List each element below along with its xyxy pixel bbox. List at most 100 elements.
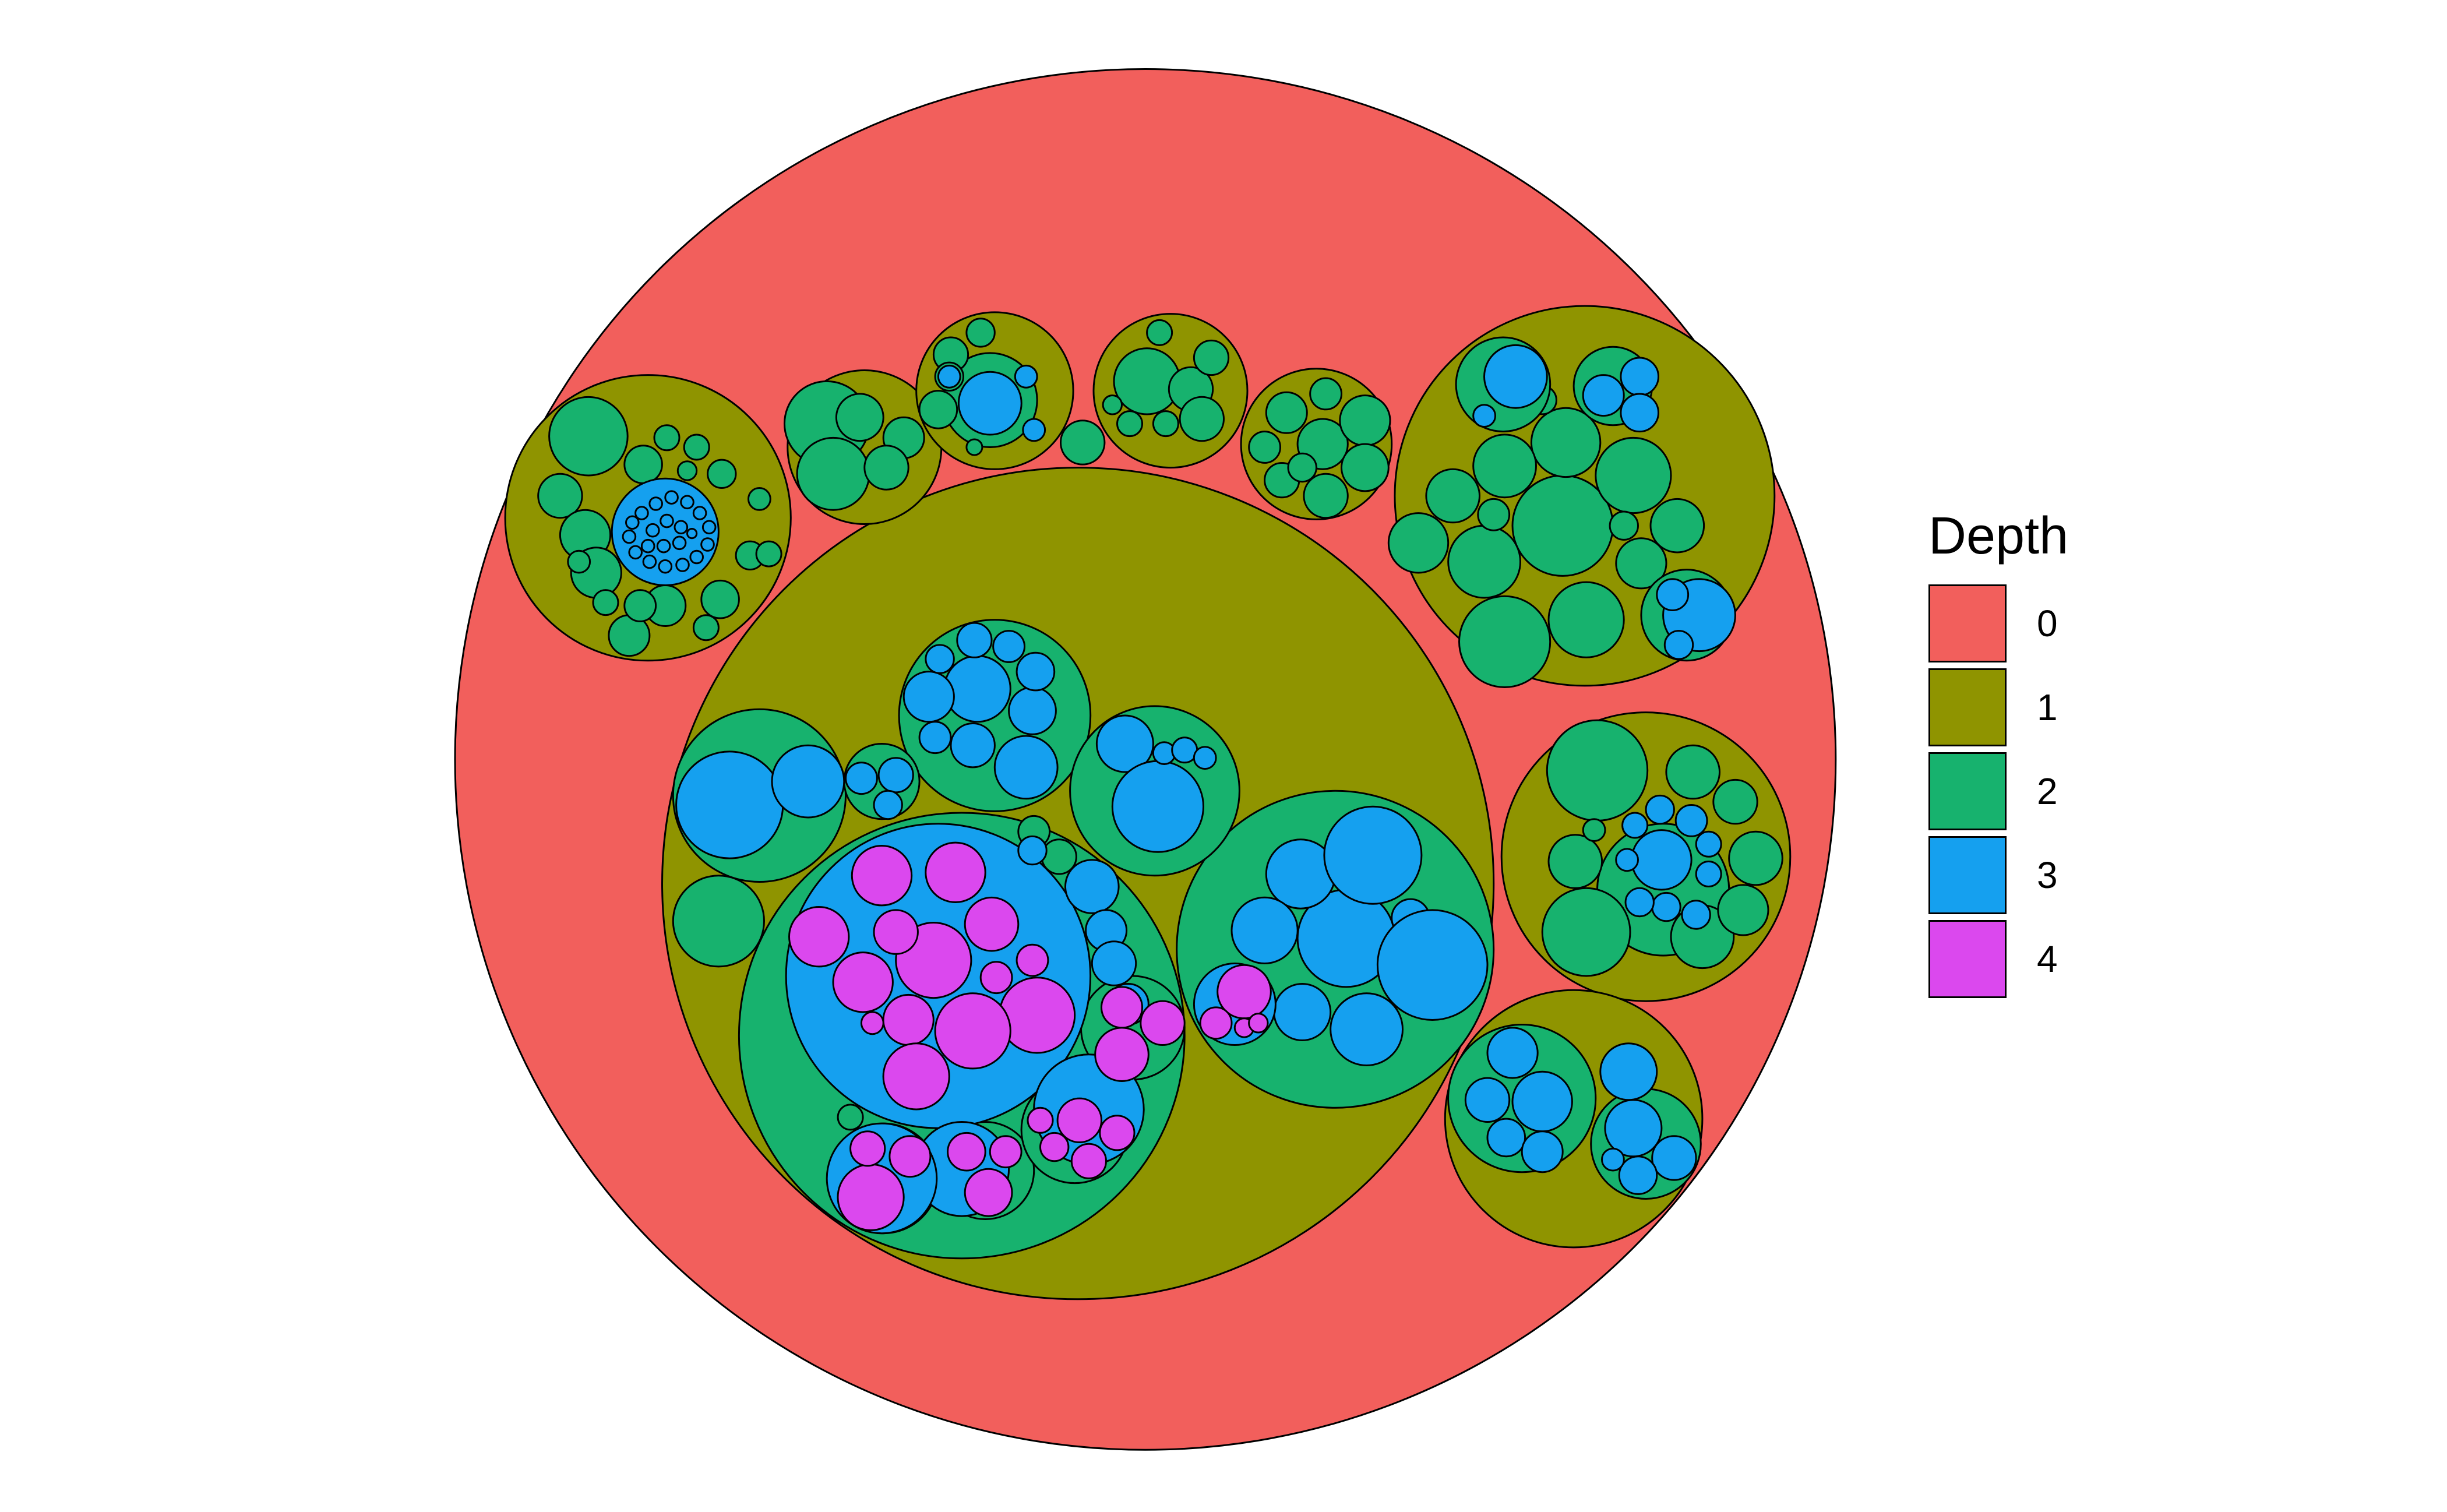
circle-depth-3-62: [1464, 1077, 1511, 1123]
circle-depth-4-23: [849, 1130, 886, 1167]
circle-depth-4-15: [1101, 986, 1143, 1029]
circle-depth-3-41: [1022, 418, 1046, 442]
circle-depth-3-40: [1014, 364, 1038, 389]
circle-depth-3-24: [1230, 896, 1299, 965]
circle-depth-3-60: [1511, 1070, 1573, 1133]
legend-label-depth-4: 4: [2037, 938, 2058, 980]
circle-depth-3-10: [1008, 686, 1057, 735]
circle-depth-2-6: [672, 875, 766, 968]
circle-depth-4-11: [882, 1042, 950, 1111]
circle-depth-4-18: [1199, 1006, 1233, 1040]
circle-depth-2-81: [1582, 818, 1606, 842]
legend-label-depth-3: 3: [2037, 854, 2058, 896]
circle-depth-3-79: [675, 558, 690, 572]
circle-depth-3-82: [628, 545, 643, 560]
circle-depth-2-31: [863, 445, 909, 491]
circle-depth-3-56: [1624, 887, 1655, 918]
circle-depth-3-11: [1016, 651, 1056, 692]
circle-depth-2-24: [567, 549, 591, 574]
circle-depth-2-18: [683, 433, 710, 461]
circle-depth-4-14: [1140, 1000, 1186, 1046]
circle-depth-2-52: [1265, 391, 1308, 434]
circle-depth-3-17: [1111, 760, 1205, 853]
circle-depth-3-3: [845, 762, 878, 795]
circle-depth-2-45: [1102, 394, 1123, 415]
circle-depth-4-3: [832, 951, 894, 1013]
circle-depth-4-5: [964, 896, 1020, 952]
circle-depth-3-84: [625, 515, 640, 530]
circle-depth-3-91: [686, 528, 698, 540]
circle-depth-3-76: [701, 520, 717, 535]
circle-depth-3-73: [664, 490, 679, 505]
circle-depth-2-61: [1447, 524, 1522, 599]
circle-depth-4-27: [1056, 1097, 1103, 1144]
circle-depth-3-85: [646, 523, 660, 538]
circle-depth-3-15: [918, 721, 952, 755]
circle-depth-3-63: [1486, 1118, 1526, 1158]
circle-depth-3-8: [950, 722, 996, 769]
circle-depth-3-71: [634, 506, 649, 520]
legend: Depth 0 1 2 3 4: [1928, 507, 2162, 1001]
circle-depth-3-43: [1472, 404, 1497, 428]
circle-depth-2-60: [1387, 512, 1450, 574]
circle-depth-2-22: [623, 589, 657, 622]
legend-entry-depth-0: 0: [1928, 581, 2162, 665]
circle-depth-2-48: [1341, 443, 1390, 492]
circle-depth-2-64: [1547, 581, 1625, 658]
circle-depth-3-48: [1656, 578, 1690, 611]
circle-depth-2-59: [1425, 468, 1480, 524]
legend-key-depth-4: [1928, 920, 2007, 998]
circle-depth-3-58: [1695, 830, 1722, 858]
circle-depth-3-26: [1376, 909, 1489, 1021]
circle-depth-3-61: [1486, 1027, 1539, 1079]
circle-depth-4-13: [873, 909, 919, 955]
circle-depth-3-9: [993, 735, 1059, 800]
circle-depth-3-13: [956, 622, 993, 658]
circle-depth-4-30: [1039, 1132, 1070, 1162]
circle-depth-3-39: [937, 364, 961, 389]
circle-depth-3-90: [640, 538, 655, 554]
circle-depth-4-6: [1016, 943, 1049, 977]
circle-depth-2-29: [835, 393, 884, 442]
circle-depth-3-28: [1273, 983, 1332, 1041]
circle-depth-3-74: [680, 495, 694, 510]
circle-depth-3-59: [1615, 848, 1639, 872]
circle-depth-3-4: [877, 757, 914, 794]
circle-depth-2-55: [1511, 474, 1614, 577]
circle-depth-4-29: [1070, 1143, 1108, 1179]
circle-depth-3-65: [1599, 1042, 1658, 1101]
circle-depth-4-20: [1248, 1013, 1269, 1034]
circle-depth-4-7: [979, 961, 1013, 995]
circle-depth-2-41: [1152, 410, 1179, 438]
circle-depth-3-12: [992, 630, 1025, 663]
circle-depth-3-34: [1017, 835, 1048, 866]
circle-depth-4-10: [882, 993, 935, 1046]
circle-depth-2-56: [1595, 436, 1672, 514]
circle-depth-2-8: [548, 396, 629, 477]
circle-depth-3-67: [1651, 1135, 1697, 1181]
circle-depth-2-44: [1193, 339, 1230, 376]
circle-depth-3-87: [674, 520, 689, 535]
legend-entry-depth-4: 4: [1928, 917, 2162, 1001]
circle-depth-2-7: [1060, 420, 1106, 466]
circle-depth-3-16: [1095, 714, 1154, 773]
circle-depth-3-69: [1601, 1147, 1625, 1172]
circle-depth-3-38: [957, 371, 1022, 436]
circle-depth-3-20: [1193, 746, 1217, 770]
circle-depth-2-77: [1717, 884, 1769, 936]
circle-depth-3-55: [1651, 891, 1681, 922]
circle-depth-4-26: [964, 1168, 1013, 1217]
circle-depth-2-57: [1530, 407, 1602, 478]
circle-depth-2-63: [1615, 537, 1667, 590]
circle-depth-4-22: [888, 1135, 932, 1178]
circle-depth-2-17: [707, 459, 737, 489]
circle-depth-3-5: [873, 790, 903, 820]
circle-depth-2-43: [1146, 319, 1173, 346]
circle-depth-3-72: [648, 496, 663, 511]
circle-depth-2-26: [755, 540, 782, 568]
circle-depth-3-89: [656, 538, 671, 554]
circle-depth-4-0: [925, 841, 986, 904]
circle-depth-2-88: [837, 1104, 864, 1131]
circle-depth-4-12: [860, 1011, 884, 1035]
circle-depth-3-44: [1620, 357, 1659, 397]
